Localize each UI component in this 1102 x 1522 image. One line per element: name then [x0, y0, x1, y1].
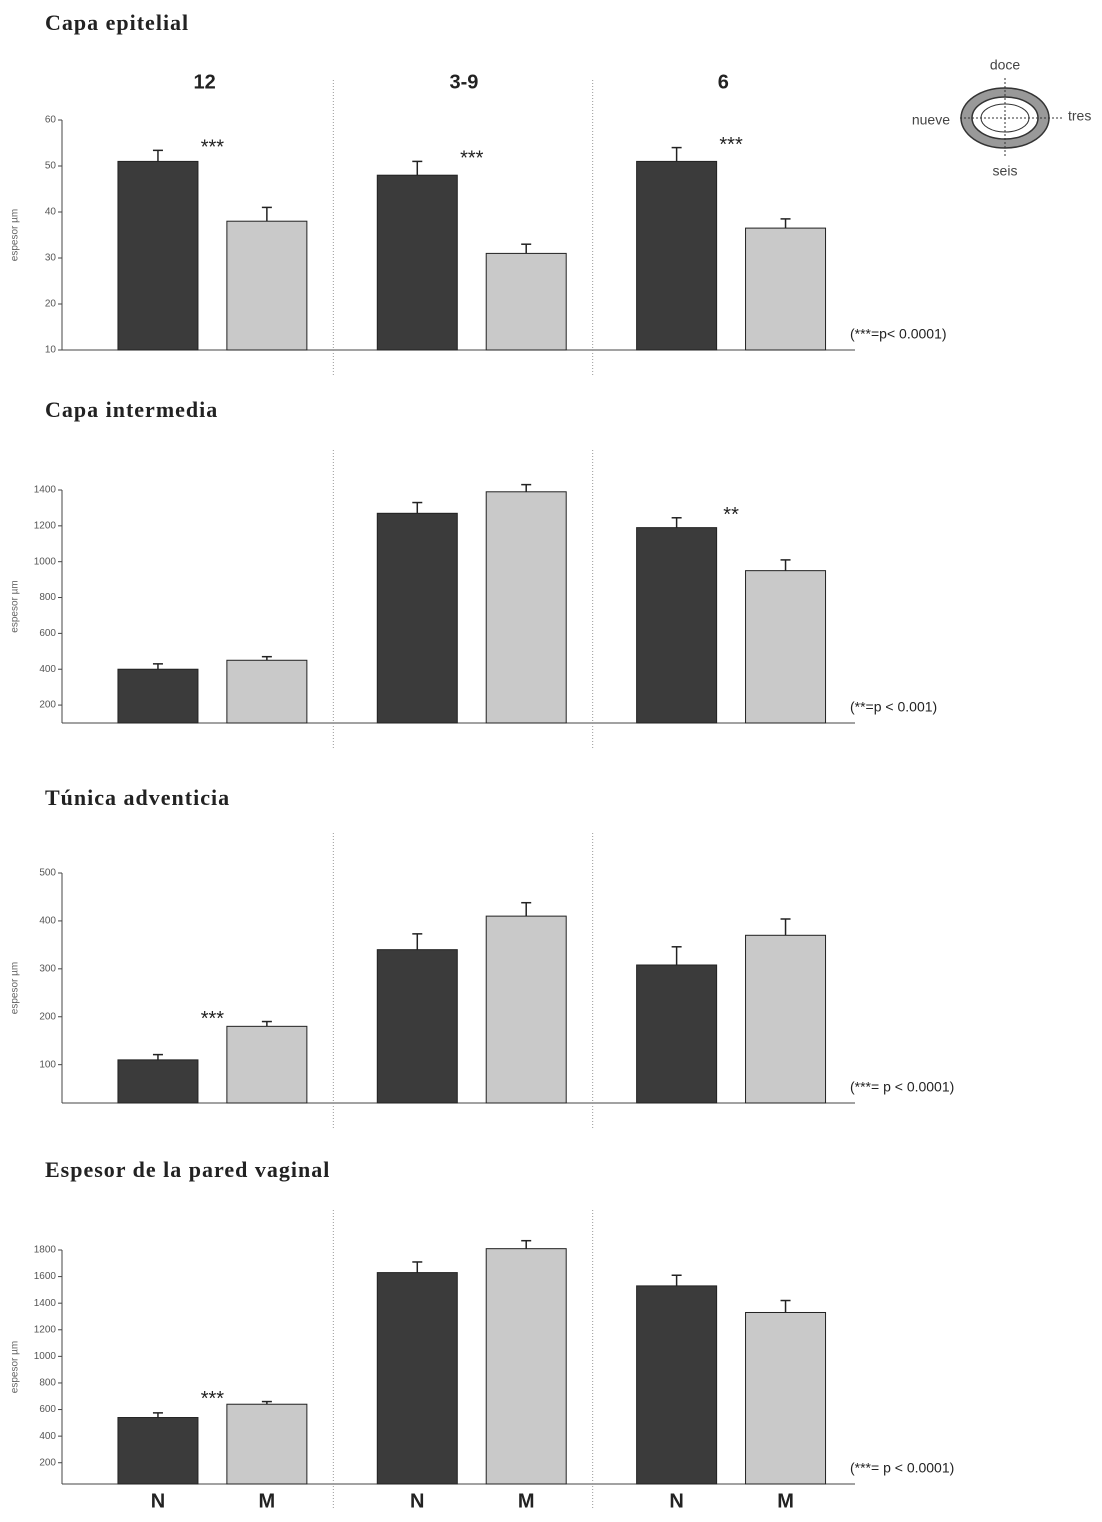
group-label: 6 [718, 71, 729, 93]
significance: *** [201, 1008, 225, 1030]
bar [746, 571, 826, 723]
significance: *** [201, 137, 225, 159]
series-label: M [777, 1490, 794, 1512]
inset-label: seis [993, 163, 1018, 179]
y-axis-label: espesor µm [10, 209, 21, 261]
y-axis-label: espesor µm [10, 1341, 21, 1393]
y-tick-label: 100 [39, 1059, 56, 1070]
inset-label: nueve [912, 112, 950, 128]
bar [227, 1026, 307, 1103]
y-tick-label: 800 [39, 592, 56, 603]
y-tick-label: 20 [45, 299, 57, 310]
y-tick-label: 400 [39, 916, 56, 927]
figure: doce nueve tres seis Capa epitelial espes… [0, 0, 1102, 1522]
y-tick-label: 200 [39, 1457, 56, 1468]
bar [486, 492, 566, 723]
bar [486, 916, 566, 1103]
bar [118, 161, 198, 350]
bar [637, 965, 717, 1103]
series-label: M [259, 1490, 276, 1512]
bar [118, 669, 198, 723]
y-axis-label: espesor µm [10, 962, 21, 1014]
bar [746, 228, 826, 350]
bar [486, 253, 566, 350]
group-label: 3-9 [450, 71, 479, 93]
series-label: N [151, 1490, 165, 1512]
series-label: N [410, 1490, 424, 1512]
significance: *** [719, 134, 743, 156]
y-tick-label: 1000 [34, 556, 57, 567]
inset-label: tres [1068, 108, 1091, 124]
y-tick-label: 600 [39, 1404, 56, 1415]
y-tick-label: 50 [45, 161, 57, 172]
bar [637, 528, 717, 723]
significance: *** [460, 148, 484, 170]
bar [637, 161, 717, 350]
bar [227, 1404, 307, 1484]
inset-label: doce [990, 57, 1021, 73]
y-tick-label: 200 [39, 1011, 56, 1022]
series-label: N [669, 1490, 683, 1512]
chart-title: Túnica adventicia [45, 785, 230, 810]
group-label: 12 [194, 71, 216, 93]
y-tick-label: 1200 [34, 520, 57, 531]
bar [227, 660, 307, 723]
note: (***=p< 0.0001) [850, 326, 947, 342]
bar [118, 1060, 198, 1103]
note: (***= p < 0.0001) [850, 1079, 954, 1095]
y-tick-label: 1000 [34, 1351, 57, 1362]
y-tick-label: 200 [39, 700, 56, 711]
bar [637, 1286, 717, 1484]
bar [486, 1249, 566, 1484]
chart-title: Espesor de la pared vaginal [45, 1157, 330, 1182]
bar [377, 513, 457, 723]
chart-title: Capa epitelial [45, 10, 189, 35]
y-tick-label: 10 [45, 345, 57, 356]
bar [746, 935, 826, 1103]
chart-title: Capa intermedia [45, 397, 218, 422]
y-tick-label: 1600 [34, 1271, 57, 1282]
series-label: M [518, 1490, 535, 1512]
y-tick-label: 500 [39, 868, 56, 879]
y-tick-label: 40 [45, 207, 57, 218]
y-tick-label: 400 [39, 1431, 56, 1442]
y-tick-label: 30 [45, 253, 57, 264]
y-tick-label: 400 [39, 664, 56, 675]
significance: *** [201, 1388, 225, 1410]
note: (**=p < 0.001) [850, 699, 937, 715]
significance: ** [723, 504, 739, 526]
note: (***= p < 0.0001) [850, 1460, 954, 1476]
bar [377, 175, 457, 350]
y-tick-label: 60 [45, 115, 57, 126]
y-tick-label: 300 [39, 963, 56, 974]
inset-diagram: doce nueve tres seis [912, 57, 1092, 179]
bar [746, 1312, 826, 1484]
y-axis-label: espesor µm [10, 580, 21, 632]
bar [118, 1418, 198, 1484]
bar [377, 950, 457, 1103]
y-tick-label: 1800 [34, 1245, 57, 1256]
bar [377, 1273, 457, 1484]
y-tick-label: 1200 [34, 1324, 57, 1335]
y-tick-label: 600 [39, 628, 56, 639]
y-tick-label: 800 [39, 1378, 56, 1389]
bar [227, 221, 307, 350]
y-tick-label: 1400 [34, 485, 57, 496]
y-tick-label: 1400 [34, 1298, 57, 1309]
